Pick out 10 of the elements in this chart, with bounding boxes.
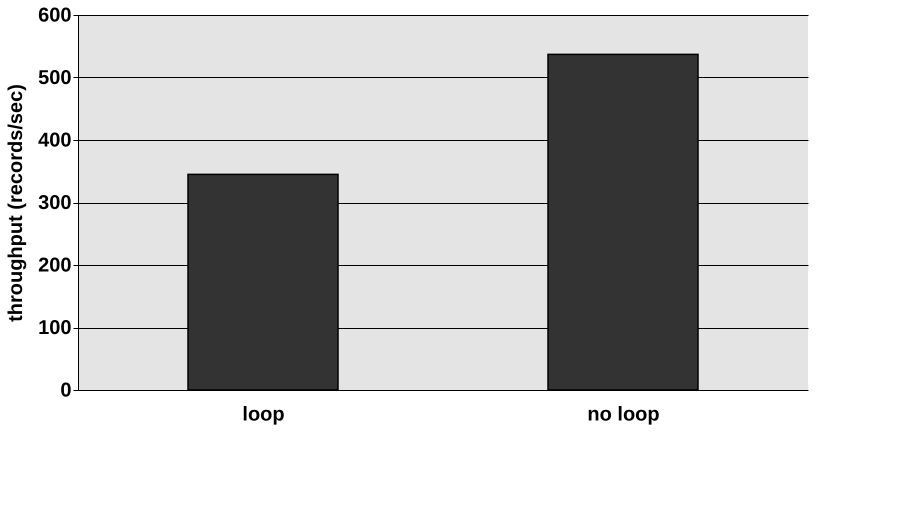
y-tick-label: 0	[60, 380, 72, 402]
y-tick-label: 400	[38, 130, 72, 152]
x-tick-label: loop	[242, 404, 285, 426]
y-tick-label: 300	[38, 192, 72, 214]
y-tick-label: 500	[38, 67, 72, 89]
y-tick-label: 100	[38, 317, 72, 339]
y-tick-label: 600	[38, 4, 72, 26]
y-axis-title: throughput (records/sec)	[5, 84, 28, 322]
x-tick-label: no loop	[587, 404, 660, 426]
y-tick-label: 200	[38, 254, 72, 276]
